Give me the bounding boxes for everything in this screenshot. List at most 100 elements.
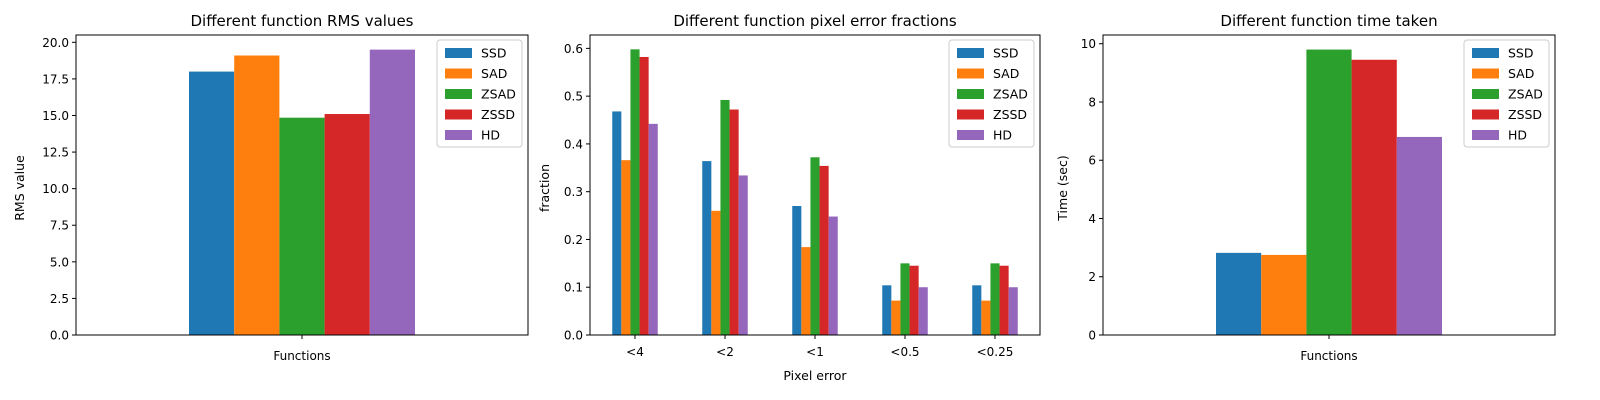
rms-legend-label-sad: SAD xyxy=(481,66,507,81)
time-bar-zssd-0 xyxy=(1351,59,1397,335)
rms-y-tick-label: 7.5 xyxy=(50,219,69,233)
rms-y-tick-label: 15.0 xyxy=(42,109,69,123)
rms-y-tick-label: 2.5 xyxy=(50,292,69,306)
pixel-error-bar-zsad-1 xyxy=(720,99,730,335)
time-legend-swatch-hd xyxy=(1472,130,1499,140)
rms-bar-zsad-0 xyxy=(279,117,325,336)
rms-axes-frame xyxy=(75,34,529,336)
rms-legend-swatch-hd xyxy=(445,130,472,140)
rms-y-axis-label: RMS value xyxy=(12,155,27,221)
pixel-error-chart-panel: Different function pixel error fractions… xyxy=(537,12,1041,383)
time-chart-title: Different function time taken xyxy=(1220,12,1437,30)
rms-chart-panel: Different function RMS values RMS value … xyxy=(12,12,529,363)
rms-legend-swatch-zsad xyxy=(445,89,472,99)
rms-y-tick-label: 12.5 xyxy=(42,146,69,160)
pixel-error-bar-hd-2 xyxy=(828,216,838,335)
pixel-error-x-tick-label: <4 xyxy=(626,345,644,359)
pixel-error-y-tick-label: 0.0 xyxy=(564,329,583,343)
time-bar-sad-0 xyxy=(1261,254,1307,335)
time-y-tick-label: 0 xyxy=(1088,329,1096,343)
pixel-error-bar-hd-3 xyxy=(918,287,928,335)
pixel-error-x-axis-label: Pixel error xyxy=(783,368,847,383)
pixel-error-bar-ssd-3 xyxy=(882,285,892,335)
rms-y-tick-label: 5.0 xyxy=(50,255,69,269)
pixel-error-legend-label-zssd: ZSSD xyxy=(993,107,1027,122)
time-legend: SSD SAD ZSAD ZSSD HD xyxy=(1463,39,1550,148)
pixel-error-bar-zsad-3 xyxy=(900,263,910,335)
pixel-error-x-tick-label: <2 xyxy=(716,345,734,359)
time-bar-ssd-0 xyxy=(1216,252,1262,335)
rms-legend-swatch-sad xyxy=(445,68,472,79)
pixel-error-legend-swatch-ssd xyxy=(957,48,984,58)
rms-legend-label-zssd: ZSSD xyxy=(481,107,515,122)
pixel-error-x-tick-label: <1 xyxy=(806,345,824,359)
pixel-error-bar-sad-2 xyxy=(801,247,811,335)
time-x-tick-label: Functions xyxy=(1300,349,1357,363)
time-bar-zsad-0 xyxy=(1306,49,1352,336)
time-y-tick-label: 2 xyxy=(1088,270,1096,284)
pixel-error-legend-label-ssd: SSD xyxy=(993,46,1019,61)
pixel-error-legend-swatch-zsad xyxy=(957,89,984,99)
rms-bar-hd-0 xyxy=(369,49,415,335)
time-chart-plot: 0 2 4 6 8 10 SSD SAD ZSAD ZSSD HD xyxy=(1081,34,1556,343)
rms-bar-ssd-0 xyxy=(189,71,235,335)
time-chart-panel: Different function time taken Time (sec)… xyxy=(1055,12,1556,363)
pixel-error-bar-zsad-2 xyxy=(810,157,820,335)
time-y-axis-label: Time (sec) xyxy=(1055,155,1070,221)
pixel-error-bar-zssd-0 xyxy=(639,56,649,335)
pixel-error-y-tick-label: 0.1 xyxy=(564,281,583,295)
pixel-error-bar-sad-0 xyxy=(621,160,631,335)
rms-chart-title: Different function RMS values xyxy=(191,12,414,30)
pixel-error-legend-label-sad: SAD xyxy=(993,66,1019,81)
rms-legend-box xyxy=(436,39,523,148)
pixel-error-bar-hd-1 xyxy=(738,175,748,335)
time-legend-label-ssd: SSD xyxy=(1508,46,1534,61)
pixel-error-bar-zsad-0 xyxy=(630,49,640,335)
pixel-error-bar-ssd-0 xyxy=(612,111,622,336)
pixel-error-bar-zsad-4 xyxy=(990,263,1000,335)
pixel-error-bar-sad-1 xyxy=(711,210,721,335)
rms-legend-swatch-zssd xyxy=(445,109,472,120)
pixel-error-axes-frame xyxy=(589,34,1041,336)
time-legend-swatch-sad xyxy=(1472,68,1499,79)
pixel-error-y-axis-label: fraction xyxy=(537,164,552,212)
time-y-tick-label: 10 xyxy=(1081,37,1096,51)
pixel-error-bar-ssd-1 xyxy=(702,161,712,335)
pixel-error-legend-label-hd: HD xyxy=(993,128,1012,143)
time-legend-swatch-zssd xyxy=(1472,109,1499,120)
time-legend-swatch-zsad xyxy=(1472,89,1499,99)
rms-chart-plot: 0.0 2.5 5.0 7.5 10.0 12.5 15.0 17.5 20.0 SSD SAD ZS… xyxy=(42,34,529,343)
rms-y-tick-label: 0.0 xyxy=(50,329,69,343)
pixel-error-bar-hd-4 xyxy=(1008,287,1018,335)
pixel-error-legend-swatch-hd xyxy=(957,130,984,140)
pixel-error-bar-ssd-4 xyxy=(972,285,982,335)
time-legend-label-zssd: ZSSD xyxy=(1508,107,1542,122)
pixel-error-bar-zssd-2 xyxy=(819,165,829,335)
pixel-error-y-tick-label: 0.5 xyxy=(564,90,583,104)
pixel-error-chart-title: Different function pixel error fractions xyxy=(673,12,957,30)
pixel-error-legend-box xyxy=(948,39,1035,148)
pixel-error-bar-hd-0 xyxy=(648,123,658,335)
pixel-error-bar-sad-3 xyxy=(891,300,901,335)
pixel-error-y-tick-label: 0.3 xyxy=(564,185,583,199)
pixel-error-bar-zssd-3 xyxy=(909,265,919,335)
pixel-error-legend: SSD SAD ZSAD ZSSD HD xyxy=(948,39,1035,148)
rms-y-tick-label: 10.0 xyxy=(42,182,69,196)
pixel-error-x-tick-label: <0.25 xyxy=(977,345,1014,359)
time-legend-box xyxy=(1463,39,1550,148)
rms-x-tick-label: Functions xyxy=(273,349,330,363)
time-legend-label-zsad: ZSAD xyxy=(1508,87,1543,102)
time-legend-label-hd: HD xyxy=(1508,128,1527,143)
pixel-error-legend-label-zsad: ZSAD xyxy=(993,87,1028,102)
pixel-error-chart-plot: <4 <2 <1 <0.5 <0.250.00.10.20.30.40.50.6 SSDS… xyxy=(564,34,1041,359)
rms-legend: SSD SAD ZSAD ZSSD HD xyxy=(436,39,523,148)
time-axes-frame xyxy=(1102,34,1556,336)
pixel-error-bar-zssd-4 xyxy=(999,265,1009,335)
time-y-tick-label: 8 xyxy=(1088,95,1096,109)
rms-bar-zssd-0 xyxy=(324,114,370,336)
time-legend-label-sad: SAD xyxy=(1508,66,1534,81)
time-bar-hd-0 xyxy=(1396,136,1442,335)
rms-y-tick-label: 20.0 xyxy=(42,36,69,50)
time-y-tick-label: 4 xyxy=(1088,212,1096,226)
